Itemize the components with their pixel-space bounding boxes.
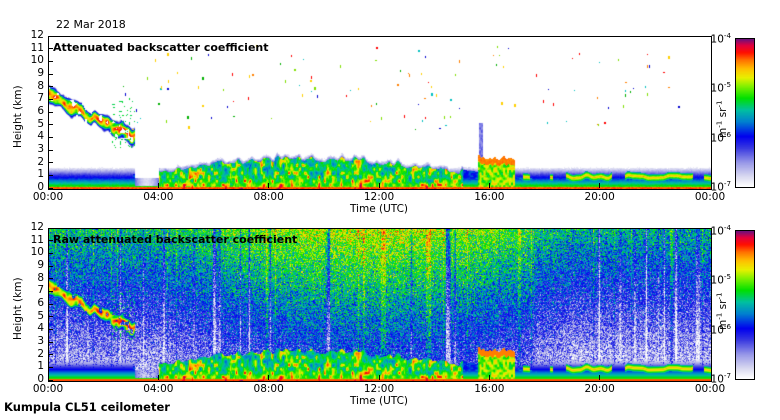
y-tick-label-7: 7 bbox=[37, 284, 44, 297]
x-tick-label-1600: 16:00 bbox=[474, 191, 505, 203]
x-axis-label-top: Time (UTC) bbox=[349, 203, 409, 215]
date-label: 22 Mar 2018 bbox=[56, 18, 126, 31]
colorbar-tick-label: 10-6 bbox=[710, 129, 731, 145]
y-tick-label-5: 5 bbox=[37, 117, 44, 130]
x-tickmark bbox=[599, 375, 601, 380]
y-tickmark bbox=[48, 86, 53, 88]
y-tick-label-0: 0 bbox=[37, 181, 44, 193]
y-tickmark bbox=[48, 252, 53, 254]
colorbar-tick-label: 10-6 bbox=[710, 321, 731, 337]
y-tickmark bbox=[48, 278, 53, 280]
y-tickmark bbox=[48, 240, 53, 242]
y-tick-label-1: 1 bbox=[37, 360, 44, 373]
y-tickmark bbox=[48, 124, 53, 126]
x-tickmark bbox=[599, 183, 601, 188]
x-tickmark bbox=[157, 183, 159, 188]
y-tickmark bbox=[48, 174, 53, 176]
x-tickmark bbox=[268, 375, 270, 380]
y-tickmark bbox=[48, 136, 53, 138]
y-tick-label-9: 9 bbox=[37, 259, 44, 271]
panel-attenuated-backscatter: Attenuated backscatter coefficient bbox=[48, 36, 712, 190]
y-tick-label-9: 9 bbox=[37, 67, 44, 79]
x-tickmark bbox=[378, 375, 380, 380]
x-tickmark bbox=[268, 183, 270, 188]
y-tick-label-8: 8 bbox=[37, 79, 44, 92]
x-tick-label-0000: 00:00 bbox=[694, 383, 726, 395]
y-tickmark bbox=[48, 328, 53, 330]
x-tickmark bbox=[488, 375, 490, 380]
y-tick-label-3: 3 bbox=[37, 143, 44, 155]
x-tick-label-2000: 20:00 bbox=[584, 383, 615, 395]
colorbar-tick-label: 10-7 bbox=[710, 371, 731, 386]
y-tickmark bbox=[48, 227, 53, 229]
y-tickmark bbox=[48, 354, 53, 356]
y-tick-label-12: 12 bbox=[30, 29, 44, 41]
y-tickmark bbox=[48, 149, 53, 151]
x-tickmark bbox=[378, 183, 380, 188]
y-tick-label-6: 6 bbox=[37, 297, 44, 309]
x-tick-label-1200: 12:00 bbox=[363, 191, 395, 203]
x-tick-label-0400: 04:00 bbox=[143, 383, 174, 395]
y-tick-label-7: 7 bbox=[37, 92, 44, 105]
y-tick-label-10: 10 bbox=[30, 246, 44, 259]
y-tick-label-6: 6 bbox=[37, 105, 44, 117]
y-tick-label-3: 3 bbox=[37, 335, 44, 347]
x-tick-label-0800: 08:00 bbox=[253, 191, 284, 203]
x-tick-label-0000: 00:00 bbox=[32, 191, 64, 203]
y-tick-label-10: 10 bbox=[30, 54, 44, 67]
y-tickmark bbox=[48, 48, 53, 50]
x-tick-label-0000: 00:00 bbox=[694, 191, 726, 203]
colorbar-bottom bbox=[735, 230, 755, 380]
y-tick-label-2: 2 bbox=[37, 347, 44, 360]
y-tick-label-4: 4 bbox=[37, 130, 44, 143]
colorbar-tick-label: 10-5 bbox=[710, 80, 731, 95]
panel-title-attenuated: Attenuated backscatter coefficient bbox=[53, 41, 269, 54]
y-tickmark bbox=[48, 366, 53, 368]
x-axis-label-bottom: Time (UTC) bbox=[349, 395, 409, 407]
y-tick-label-11: 11 bbox=[30, 41, 44, 54]
y-tickmark bbox=[48, 60, 53, 62]
y-tick-label-5: 5 bbox=[37, 309, 44, 322]
y-tickmark bbox=[48, 303, 53, 305]
y-tick-label-1: 1 bbox=[37, 168, 44, 181]
x-tickmark bbox=[488, 183, 490, 188]
y-tick-label-0: 0 bbox=[37, 373, 44, 385]
y-tickmark bbox=[48, 111, 53, 113]
x-tick-label-0400: 04:00 bbox=[143, 191, 174, 203]
y-tickmark bbox=[48, 187, 53, 189]
x-tick-label-2000: 20:00 bbox=[584, 191, 615, 203]
y-tick-label-4: 4 bbox=[37, 322, 44, 335]
y-tickmark bbox=[48, 162, 53, 164]
x-tick-label-0000: 00:00 bbox=[32, 383, 64, 395]
panel-raw-attenuated-backscatter: Raw attenuated backscatter coefficient bbox=[48, 228, 712, 382]
y-tick-label-2: 2 bbox=[37, 155, 44, 168]
colorbar-tick-label: 10-5 bbox=[710, 272, 731, 287]
colorbar-tick-label: 10-4 bbox=[710, 223, 731, 238]
x-tick-label-1200: 12:00 bbox=[363, 383, 395, 395]
colorbar-top bbox=[735, 38, 755, 188]
y-tickmark bbox=[48, 265, 53, 267]
panel-title-raw: Raw attenuated backscatter coefficient bbox=[53, 233, 298, 246]
y-tickmark bbox=[48, 35, 53, 37]
y-tick-label-8: 8 bbox=[37, 271, 44, 284]
x-tick-label-1600: 16:00 bbox=[474, 383, 505, 395]
x-tick-label-0800: 08:00 bbox=[253, 383, 284, 395]
colorbar-tick-label: 10-4 bbox=[710, 31, 731, 46]
colorbar-tick-label: 10-7 bbox=[710, 179, 731, 194]
y-tickmark bbox=[48, 341, 53, 343]
y-tick-label-12: 12 bbox=[30, 221, 44, 233]
y-tickmark bbox=[48, 316, 53, 318]
y-tickmark bbox=[48, 73, 53, 75]
x-tickmark bbox=[157, 375, 159, 380]
y-tickmark bbox=[48, 379, 53, 381]
y-tickmark bbox=[48, 290, 53, 292]
y-tick-label-11: 11 bbox=[30, 233, 44, 246]
figure-caption: Kumpula CL51 ceilometer bbox=[4, 400, 170, 414]
y-tickmark bbox=[48, 98, 53, 100]
